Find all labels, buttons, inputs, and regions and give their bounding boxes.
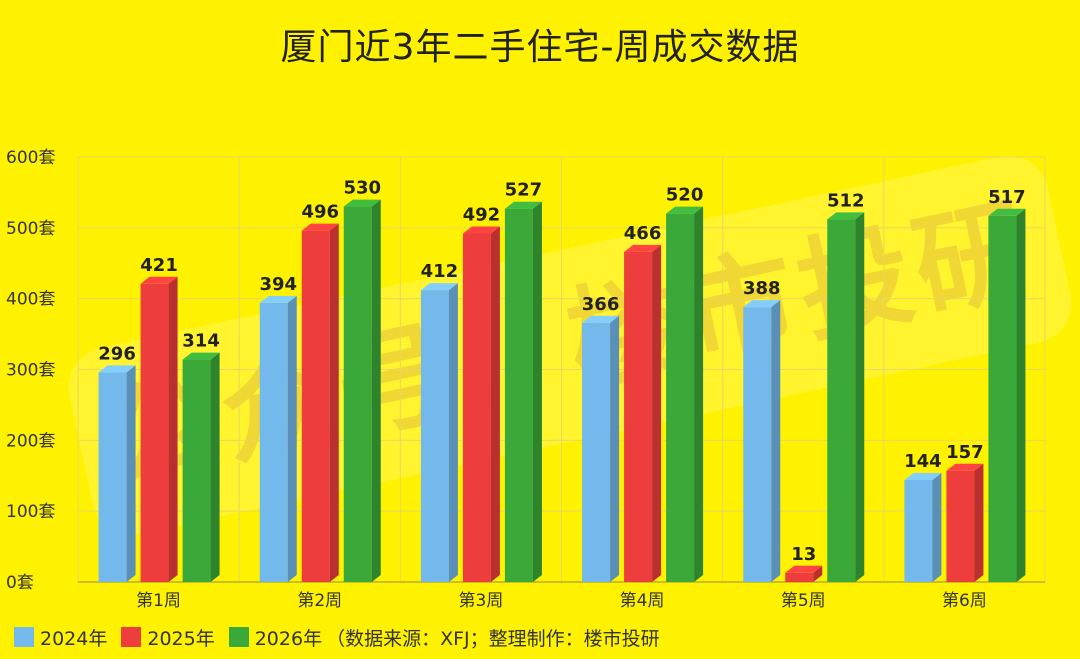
bar-chart: 0套 100套 200套 300套 400套 500套 600套 296 421 314 第1周 39… — [6, 148, 1046, 611]
bar-top — [462, 226, 500, 234]
bar-top — [666, 206, 704, 214]
bar-side — [652, 244, 662, 582]
bar-top — [946, 463, 984, 471]
y-tick-label: 200套 — [6, 431, 55, 451]
bar-front — [182, 359, 211, 582]
bar-side — [532, 201, 542, 583]
legend-swatch-2026 — [228, 627, 249, 647]
x-tick-label: 第5周 — [781, 591, 826, 611]
y-tick-label: 0套 — [6, 573, 34, 593]
bar-top — [582, 315, 620, 323]
y-tick-label: 400套 — [6, 290, 55, 310]
legend: 2024年 2025年 2026年 （数据来源：XFJ；整理制作：楼市投研 — [14, 624, 674, 650]
legend-source-note: （数据来源：XFJ；整理制作：楼市投研 — [326, 627, 660, 650]
bar-side — [287, 295, 297, 582]
bar-top — [301, 223, 339, 231]
x-tick-label: 第2周 — [297, 591, 342, 611]
bar-front — [343, 206, 372, 583]
bar-front — [504, 208, 533, 583]
bar-top — [98, 365, 136, 373]
data-label: 314 — [182, 331, 220, 352]
bar-front — [98, 372, 127, 582]
bar-side — [1016, 208, 1026, 582]
bar-top — [988, 208, 1026, 216]
legend-label-2026: 2026年 — [254, 627, 323, 650]
bar-front — [743, 307, 772, 582]
legend-swatch-2025 — [121, 627, 142, 647]
data-label: 13 — [791, 544, 816, 565]
y-tick-label: 600套 — [6, 148, 55, 168]
bar-side — [448, 283, 458, 582]
legend-swatch-2024 — [14, 627, 34, 647]
bar-front — [988, 215, 1017, 582]
x-tick-label: 第1周 — [136, 591, 181, 611]
data-label: 517 — [988, 187, 1026, 208]
bar-top — [904, 473, 942, 480]
data-label: 296 — [98, 343, 136, 364]
data-label: 530 — [343, 178, 381, 199]
bar-front — [666, 213, 695, 582]
bar-front — [301, 230, 330, 582]
legend-label-2024: 2024年 — [40, 627, 108, 650]
bar-top — [624, 244, 662, 252]
data-label: 512 — [827, 190, 865, 211]
bar-front — [582, 322, 611, 582]
bar-front — [420, 290, 449, 582]
bar-front — [259, 302, 288, 582]
bar-front — [946, 470, 975, 582]
data-label: 144 — [904, 451, 942, 472]
y-tick-label: 100套 — [6, 502, 55, 522]
bar-side — [126, 365, 136, 582]
bar-top — [504, 201, 542, 209]
bar-front — [624, 251, 653, 582]
legend-item-2025: 2025年 — [121, 624, 215, 651]
bar-side — [694, 206, 704, 582]
data-label: 394 — [259, 274, 297, 295]
legend-label-2025: 2025年 — [147, 627, 215, 650]
bar-top — [259, 295, 297, 303]
bar-side — [771, 300, 781, 582]
data-label: 520 — [666, 185, 704, 206]
data-label: 496 — [301, 202, 339, 223]
bar-side — [168, 276, 178, 582]
data-label: 466 — [624, 223, 662, 244]
bar-front — [827, 219, 856, 583]
x-tick-label: 第4周 — [620, 591, 665, 611]
bar-top — [420, 283, 458, 291]
legend-item-2024: 2024年 — [14, 624, 107, 651]
bar-top — [827, 212, 865, 220]
bar-front — [462, 233, 491, 582]
bar-front — [140, 283, 169, 582]
bar-side — [371, 199, 381, 583]
bar-side — [813, 565, 823, 582]
data-label: 157 — [946, 442, 984, 463]
x-tick-label: 第3周 — [459, 591, 504, 611]
data-label: 527 — [505, 180, 543, 201]
bar-top — [343, 199, 381, 207]
x-tick-label: 第6周 — [942, 591, 987, 611]
bar-side — [932, 473, 942, 582]
data-label: 366 — [582, 294, 620, 315]
bar-side — [974, 463, 984, 582]
data-label: 412 — [421, 261, 459, 282]
y-tick-label: 300套 — [6, 361, 55, 381]
chart-title: 厦门近3年二手住宅-周成交数据 — [280, 27, 800, 68]
bar-front — [904, 480, 933, 582]
data-label: 388 — [743, 278, 781, 299]
bar-top — [785, 565, 823, 573]
bar-top — [140, 276, 178, 284]
bar-side — [329, 223, 339, 582]
y-tick-label: 500套 — [6, 219, 55, 239]
bar-side — [855, 212, 865, 583]
bar-side — [210, 352, 220, 582]
data-label: 492 — [463, 205, 501, 226]
legend-item-2026: 2026年 （数据来源：XFJ；整理制作：楼市投研 — [228, 624, 660, 651]
bar-top — [182, 352, 220, 360]
data-label: 421 — [140, 255, 178, 276]
bar-top — [743, 300, 781, 308]
bar-front — [785, 572, 814, 582]
bar-side — [490, 226, 500, 582]
bar-side — [610, 315, 620, 582]
